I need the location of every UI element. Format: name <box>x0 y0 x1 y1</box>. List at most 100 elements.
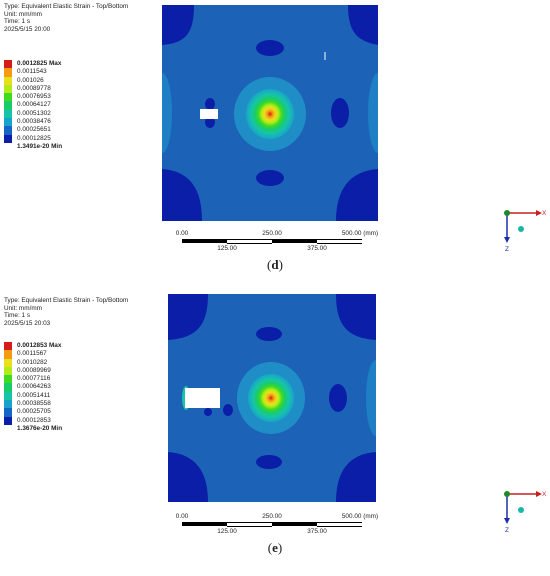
scale-segment <box>227 522 272 527</box>
panel-caption: (e) <box>0 540 550 556</box>
strain-contour-plot <box>162 5 378 221</box>
low-strain-island <box>329 384 347 412</box>
plate-cutout <box>200 109 218 119</box>
result-info: Type: Equivalent Elastic Strain - Top/Bo… <box>4 297 128 327</box>
legend-swatch <box>4 93 12 102</box>
scale-segment <box>227 239 272 244</box>
scale-tick-label: 375.00 <box>307 528 327 535</box>
strain-hotspot <box>246 89 294 139</box>
low-strain-island <box>205 98 215 110</box>
legend-label: 0.00051411 <box>17 391 51 399</box>
legend-swatch <box>4 342 12 351</box>
legend-swatch <box>4 68 12 77</box>
caption-letter: d <box>271 257 279 272</box>
legend-swatch <box>4 416 12 425</box>
result-date: 2025/5/15 20:00 <box>4 25 51 33</box>
legend-swatch <box>4 118 12 127</box>
legend-label: 0.00077116 <box>17 375 51 383</box>
scale-tick-label: 0.00 <box>175 230 189 237</box>
legend-label: 0.00025705 <box>17 408 51 416</box>
legend-max-label: 0.0012853 Max <box>17 342 62 349</box>
legend-swatch <box>4 109 12 119</box>
scale-segment <box>182 522 227 526</box>
result-type: Type: Equivalent Elastic Strain - Top/Bo… <box>4 3 129 10</box>
result-unit: Unit: mm/mm <box>4 10 42 18</box>
axis-x-label: X <box>542 491 547 498</box>
legend-label: 0.00064127 <box>17 101 51 109</box>
corner-lobe <box>168 294 208 340</box>
low-strain-island <box>256 327 282 341</box>
scale-tick-label: 250.00 <box>262 230 282 237</box>
axis-z-label: Z <box>505 246 509 253</box>
corner-lobe <box>162 169 202 221</box>
legend-label: 0.00076953 <box>17 93 51 101</box>
legend-swatch <box>4 350 12 359</box>
edge-band <box>366 360 376 436</box>
legend-max-label: 0.0012825 Max <box>17 60 62 67</box>
corner-lobe <box>336 452 376 502</box>
low-strain-island <box>256 455 282 469</box>
legend-label: 0.0011543 <box>17 68 47 76</box>
legend-label: 0.00012853 <box>17 416 51 424</box>
low-strain-island <box>331 98 349 128</box>
legend-swatch <box>4 400 12 409</box>
legend-label: 0.0011567 <box>17 350 47 358</box>
legend-label: 0.00025651 <box>17 126 51 134</box>
result-time: Time: 1 s <box>4 312 31 320</box>
panel-d: Type: Equivalent Elastic Strain - Top/Bo… <box>0 0 550 282</box>
edge-band <box>368 73 378 153</box>
scale-bar: 0.00 250.00 500.00 (mm) 125.00 375.00 <box>175 513 378 537</box>
legend-swatch <box>4 358 12 367</box>
legend-label: 0.00089778 <box>17 84 51 92</box>
corner-lobe <box>348 5 378 45</box>
caption-close: ) <box>277 540 283 555</box>
panel-caption: (d) <box>0 257 550 273</box>
legend-swatch <box>4 76 12 85</box>
scale-tick-label: 125.00 <box>217 245 237 252</box>
legend-swatch <box>4 126 12 135</box>
scale-segment <box>272 239 317 243</box>
caption-open: ( <box>267 540 273 555</box>
legend-label: 0.00051302 <box>17 109 51 117</box>
strain-hotspot <box>248 374 294 422</box>
result-unit: Unit: mm/mm <box>4 304 42 312</box>
legend-min-label: 1.3676e-20 Min <box>17 424 63 432</box>
result-date: 2025/5/15 20:03 <box>4 319 51 327</box>
corner-lobe <box>162 5 194 45</box>
strain-contour-plot <box>168 294 376 502</box>
scale-tick-label: 375.00 <box>307 245 327 252</box>
legend-label: 0.00064263 <box>17 383 51 391</box>
low-strain-island <box>204 408 212 416</box>
axis-triad: X Z <box>504 210 547 253</box>
legend-swatch <box>4 60 12 69</box>
legend-swatch <box>4 383 12 392</box>
edge-band <box>162 73 172 153</box>
scale-tick-label: 500.00 (mm) <box>341 230 379 237</box>
scale-segment <box>182 239 227 243</box>
corner-lobe <box>336 169 378 221</box>
legend-label: 0.001026 <box>17 76 44 84</box>
scale-segment <box>272 522 317 526</box>
legend-swatch <box>4 408 12 417</box>
plate-cutout <box>185 388 220 408</box>
corner-lobe <box>336 294 376 340</box>
legend-min-label: 1.3491e-20 Min <box>17 142 63 150</box>
scale-tick-label: 0.00 <box>175 513 189 520</box>
scale-bar: 0.00 250.00 500.00 (mm) 125.00 375.00 <box>175 230 379 254</box>
scale-segment <box>317 522 362 527</box>
axis-triad: X Z <box>504 491 547 534</box>
result-type: Type: Equivalent Elastic Strain - Top/Bo… <box>4 297 129 304</box>
legend-swatch <box>4 84 12 94</box>
panel-e: Type: Equivalent Elastic Strain - Top/Bo… <box>0 294 550 576</box>
legend-swatch <box>4 375 12 384</box>
low-strain-island <box>223 404 233 416</box>
legend-label: 0.00012825 <box>17 134 51 142</box>
legend-swatch <box>4 366 12 376</box>
legend-label: 0.00038558 <box>17 400 51 408</box>
low-strain-island <box>256 40 284 56</box>
axis-z-label: Z <box>505 527 509 534</box>
result-info: Type: Equivalent Elastic Strain - Top/Bo… <box>4 3 128 33</box>
caption-open: ( <box>267 257 272 272</box>
scale-tick-label: 250.00 <box>262 513 282 520</box>
legend-swatch <box>4 391 12 401</box>
